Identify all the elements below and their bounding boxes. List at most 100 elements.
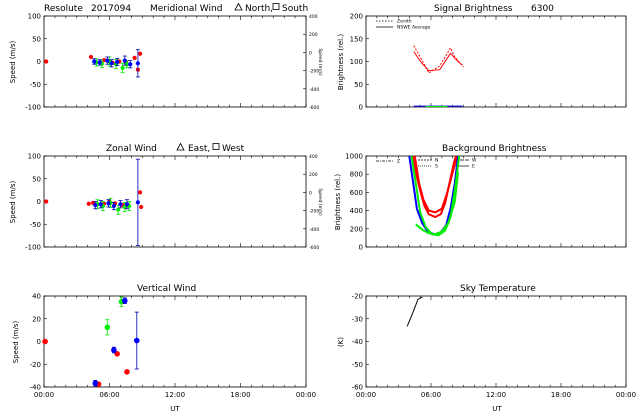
signal-legend: Zenith NSWE Average [376,19,431,31]
west-label: West [222,144,245,154]
y-tick-label: -50 [352,361,363,369]
north-label: North, [245,4,273,14]
meridional-panel: 100 50 0 -50 -100 400 200 0 -200 -400 -600 [25,13,319,112]
sky-series-black [406,296,423,327]
background-ylabel: Brightness (rel.) [334,174,342,230]
legend-n: N [435,158,438,164]
data-point [135,200,140,205]
series-line [406,296,423,327]
signal-ylabel: Brightness (rel.) [337,34,345,90]
vertical-ylabel: Speed (m/s) [12,321,20,364]
vertical-series-red [42,338,130,387]
data-point [92,380,99,387]
y-right-tick-label: -200 [309,69,319,75]
zonal-ylabel-right: Speed (m/s) [317,188,323,216]
legend-e: E [472,164,475,170]
legend-zenith: Zenith [397,19,412,25]
background-brightness-title: Background Brightness [442,144,547,154]
y-tick-label: 0 [37,198,41,206]
legend-nswe-average: NSWE Average [397,25,431,31]
sky-frame [365,295,627,388]
data-point [115,59,120,65]
y-tick-label: 200 [350,13,363,21]
south-label: South [282,4,308,14]
meridional-frame [43,15,307,108]
y-tick-label: 40 [32,293,41,301]
square-icon [212,143,220,150]
plot-area: 100500-50-1004002000-200-400-60020015010… [25,13,636,400]
meridional-ylabel: Speed (m/s) [9,41,17,84]
triangle-icon [176,142,185,151]
y-tick-label: 20 [32,315,41,323]
y-tick-label: -100 [25,244,41,252]
site-name: Resolute [44,4,83,14]
y-tick-label: 0 [37,338,41,346]
legend-w: W [472,158,477,164]
legend-z: Z [397,159,400,165]
data-point [104,324,111,331]
signal-title: Signal Brightness 6300 [434,4,554,14]
signal-series-red [413,45,464,74]
data-point [44,199,49,204]
zonal-panel: 100 50 0 -50 -100 400 200 0 -200 -400 -600 [25,153,319,252]
zonal-ylabel: Speed (m/s) [9,181,17,224]
signal-brightness-title: Signal Brightness [434,4,513,14]
data-point [93,203,98,208]
y-tick-label: -40 [352,338,363,346]
y-tick-label: -20 [30,361,41,369]
data-point [106,201,111,206]
y-tick-label: -60 [352,384,363,392]
y-tick-label: -50 [30,221,41,229]
vertical-wind-title: Vertical Wind [137,284,196,294]
x-tick-label: 12:00 [486,391,506,399]
data-point [88,54,94,60]
x-tick-label: 18:00 [551,391,571,399]
sky-ylabel: (K) [337,337,345,347]
x-tick-label: 00:00 [616,391,636,399]
data-point [86,201,91,206]
zonal-title: Zonal Wind East, West [106,142,245,154]
y-tick-label: 50 [32,175,41,183]
x-tick-label: 06:00 [421,391,441,399]
data-point [101,58,107,63]
y-right-tick-label: 0 [309,190,312,196]
meridional-series-green [94,56,130,73]
data-point [137,51,143,56]
y-right-tick-label: 0 [309,50,312,56]
signal-panel: 200 150 100 50 0 [350,13,627,112]
y-tick-label: 0 [37,58,41,66]
meridional-ylabel-right: Speed (m/s) [317,48,323,76]
data-point [124,202,130,207]
data-point [135,61,140,66]
y-tick-label: 0 [359,104,363,112]
y-right-tick-label: -600 [309,245,319,251]
data-point [118,202,123,207]
y-right-tick-label: 400 [309,14,318,20]
y-tick-label: -40 [30,384,41,392]
data-point [114,351,120,357]
y-tick-label: 100 [28,153,41,161]
series-line [415,172,460,236]
meridional-series-blue [92,49,140,78]
legend-s: S [435,164,438,170]
data-point [44,59,49,64]
series-line [413,51,463,72]
y-tick-label: 400 [350,207,363,215]
data-point [128,62,133,67]
sky-temperature-title: Sky Temperature [460,284,536,294]
vertical-xlabel: UT [170,405,180,413]
y-right-tick-label: 400 [309,154,318,160]
y-tick-label: 0 [359,244,363,252]
series-line [413,155,458,214]
wavelength-label: 6300 [531,4,554,14]
data-point [97,60,102,65]
y-tick-label: 600 [350,189,363,197]
y-tick-label: -30 [352,315,363,323]
background-series-green [415,172,460,236]
data-point [139,204,144,210]
data-point [92,59,97,64]
vertical-series-blue [92,297,140,387]
triangle-icon [234,2,243,11]
